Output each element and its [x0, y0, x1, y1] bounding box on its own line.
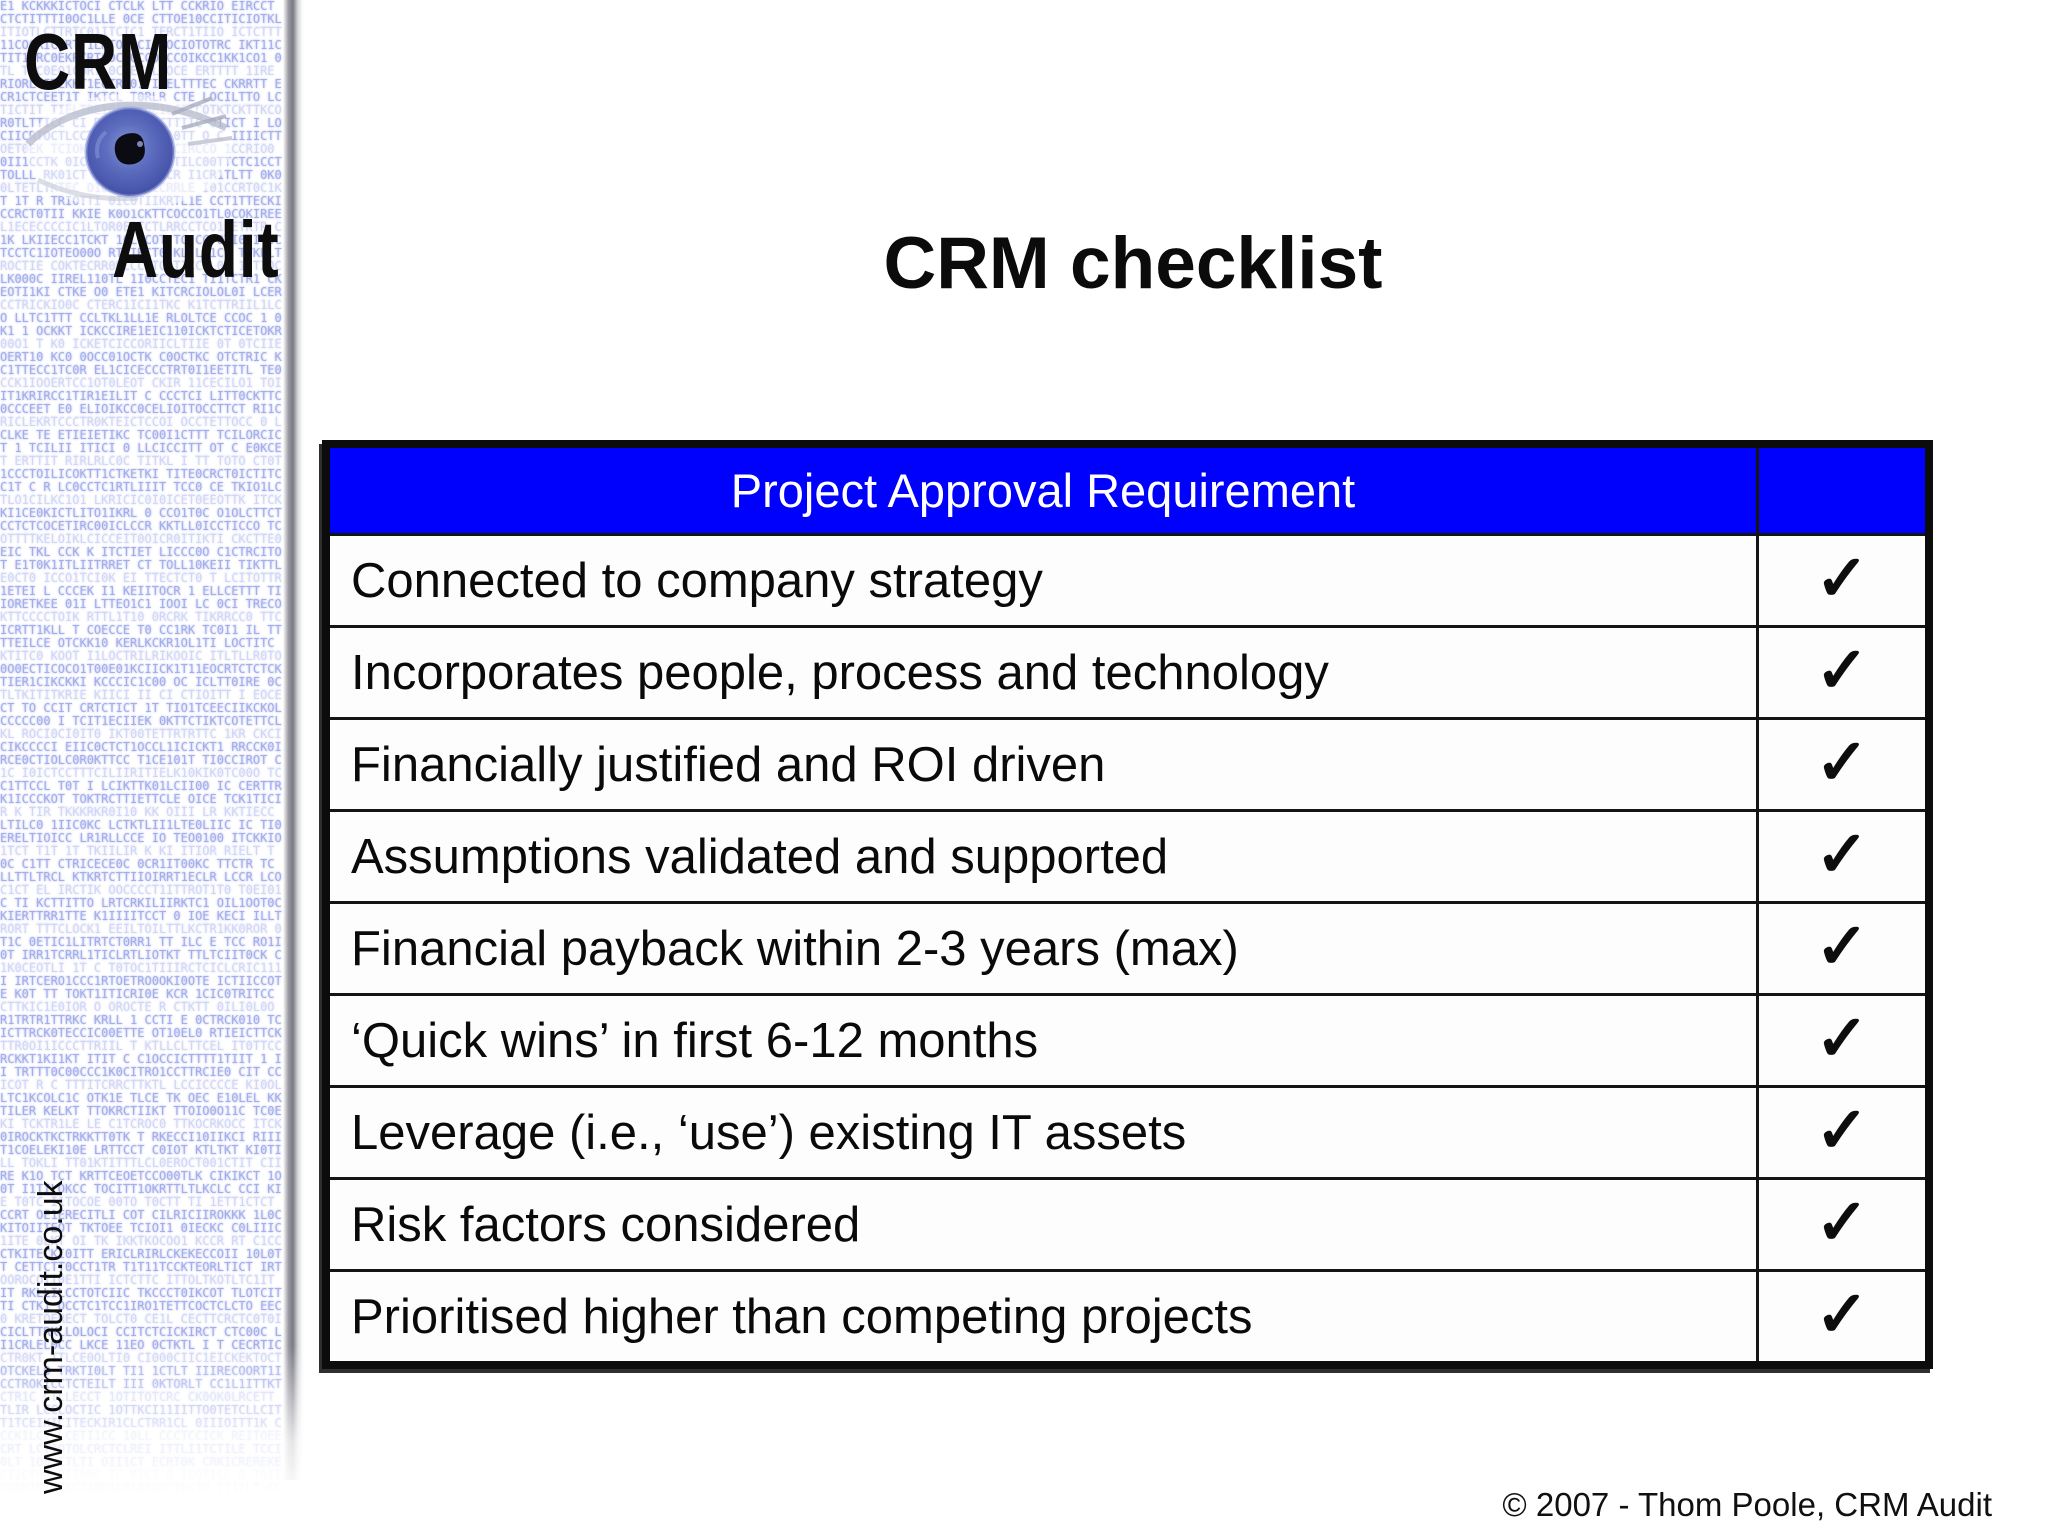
column-divider	[1756, 1272, 1759, 1361]
requirement-label: Assumptions validated and supported	[351, 829, 1169, 884]
website-url: www.crm-audit.co.uk	[32, 1180, 70, 1494]
requirement-label: Prioritised higher than competing projec…	[351, 1289, 1253, 1344]
logo-crm-text: CRM	[24, 17, 173, 106]
checkmark-icon: ✓	[1815, 1185, 1869, 1258]
eye-icon	[22, 88, 234, 216]
column-divider	[1756, 812, 1759, 901]
table-row: ‘Quick wins’ in first 6-12 months ✓	[330, 996, 1925, 1088]
sidebar-texture-streaks	[0, 0, 285, 1536]
copyright-text: © 2007 - Thom Poole, CRM Audit	[1502, 1486, 1992, 1523]
checkmark-icon: ✓	[1815, 633, 1869, 706]
checkmark-icon: ✓	[1815, 1001, 1869, 1074]
checkmark-icon: ✓	[1815, 1093, 1869, 1166]
column-divider	[1756, 996, 1759, 1085]
sidebar: E1 KCKKKICTOCI CTCLK LTT CCKRIO EIRCCT C…	[0, 0, 308, 1536]
table-header-check-cell	[1759, 448, 1925, 533]
table-row: Leverage (i.e., ‘use’) existing IT asset…	[330, 1088, 1925, 1180]
table-row: Financially justified and ROI driven ✓	[330, 720, 1925, 812]
column-divider	[1756, 536, 1759, 625]
table-row: Connected to company strategy ✓	[330, 536, 1925, 628]
table-row: Risk factors considered ✓	[330, 1180, 1925, 1272]
table-header-cell: Project Approval Requirement	[330, 448, 1756, 533]
sidebar-bottom-fade	[0, 1346, 308, 1536]
requirement-label: ‘Quick wins’ in first 6-12 months	[351, 1013, 1039, 1068]
requirement-label: Financial payback within 2-3 years (max)	[351, 921, 1239, 976]
requirement-label: Incorporates people, process and technol…	[351, 645, 1329, 700]
checkmark-icon: ✓	[1815, 909, 1869, 982]
requirement-label: Financially justified and ROI driven	[351, 737, 1106, 792]
column-divider	[1756, 720, 1759, 809]
column-divider	[1756, 628, 1759, 717]
table-row: Financial payback within 2-3 years (max)…	[330, 904, 1925, 996]
sidebar-edge-shadow	[283, 0, 305, 1480]
requirement-label: Leverage (i.e., ‘use’) existing IT asset…	[351, 1105, 1187, 1160]
checkmark-icon: ✓	[1815, 1277, 1869, 1350]
logo-audit-text: Audit	[112, 205, 280, 294]
table-header-label: Project Approval Requirement	[730, 464, 1356, 517]
column-divider	[1756, 1088, 1759, 1177]
table-row: Assumptions validated and supported ✓	[330, 812, 1925, 904]
requirement-label: Risk factors considered	[351, 1197, 861, 1252]
table-row: Prioritised higher than competing projec…	[330, 1272, 1925, 1361]
table-header-row: Project Approval Requirement	[330, 448, 1925, 536]
column-divider	[1756, 1180, 1759, 1269]
table-row: Incorporates people, process and technol…	[330, 628, 1925, 720]
page-title: CRM checklist	[883, 223, 1383, 304]
checkmark-icon: ✓	[1815, 541, 1869, 614]
checklist-table: Project Approval Requirement Connected t…	[322, 440, 1933, 1369]
checkmark-icon: ✓	[1815, 725, 1869, 798]
column-divider	[1756, 448, 1759, 533]
requirement-label: Connected to company strategy	[351, 553, 1043, 608]
column-divider	[1756, 904, 1759, 993]
checkmark-icon: ✓	[1815, 817, 1869, 890]
